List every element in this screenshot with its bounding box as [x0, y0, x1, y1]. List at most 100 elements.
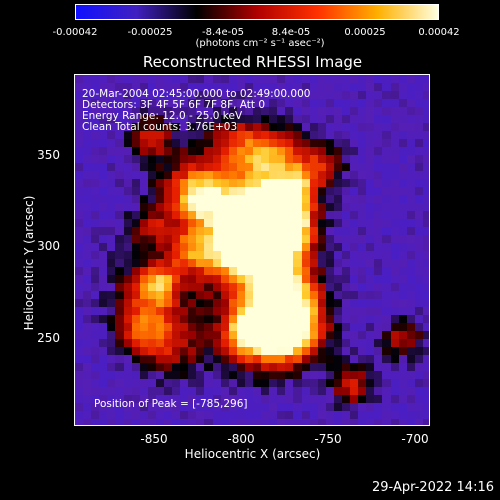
image-pixel — [398, 243, 407, 251]
image-pixel — [172, 355, 181, 363]
image-pixel — [107, 211, 116, 219]
image-pixel — [325, 75, 334, 83]
image-pixel — [301, 195, 310, 203]
image-pixel — [180, 299, 189, 307]
image-pixel — [107, 91, 116, 99]
image-pixel — [398, 131, 407, 139]
image-pixel — [99, 227, 108, 235]
image-pixel — [147, 195, 156, 203]
image-pixel — [212, 107, 221, 115]
image-pixel — [414, 379, 423, 387]
image-pixel — [244, 403, 253, 411]
image-pixel — [107, 363, 116, 371]
image-pixel — [244, 275, 253, 283]
image-pixel — [228, 91, 237, 99]
image-pixel — [180, 411, 189, 419]
image-pixel — [196, 83, 205, 91]
image-pixel — [163, 291, 173, 299]
image-pixel — [317, 411, 326, 419]
image-pixel — [252, 163, 262, 171]
image-pixel — [83, 235, 92, 243]
image-pixel — [188, 283, 197, 291]
image-pixel — [382, 379, 391, 387]
image-pixel — [414, 75, 423, 83]
image-pixel — [107, 403, 116, 411]
image-pixel — [269, 203, 278, 211]
image-pixel — [414, 355, 423, 363]
image-pixel — [414, 195, 423, 203]
image-pixel — [107, 283, 116, 291]
image-pixel — [155, 123, 164, 131]
image-pixel — [301, 395, 310, 403]
image-pixel — [269, 363, 278, 371]
image-pixel — [115, 283, 124, 291]
image-pixel — [196, 291, 205, 299]
image-pixel — [91, 283, 100, 291]
image-pixel — [212, 323, 221, 331]
image-pixel — [382, 83, 391, 91]
image-pixel — [172, 179, 181, 187]
image-pixel — [358, 283, 367, 291]
plot-title: Reconstructed RHESSI Image — [142, 53, 363, 71]
image-pixel — [390, 91, 399, 99]
image-pixel — [91, 203, 100, 211]
image-pixel — [350, 139, 359, 147]
image-pixel — [131, 99, 140, 107]
image-pixel — [398, 171, 407, 179]
image-pixel — [269, 411, 278, 419]
image-pixel — [75, 139, 84, 147]
image-pixel — [244, 179, 253, 187]
x-tick-label: -700 — [401, 432, 429, 446]
image-pixel — [91, 315, 100, 323]
image-pixel — [196, 187, 205, 195]
image-pixel — [236, 387, 245, 395]
image-pixel — [180, 251, 189, 259]
image-pixel — [277, 131, 286, 139]
image-pixel — [277, 339, 286, 347]
image-pixel — [309, 251, 318, 259]
image-pixel — [75, 147, 84, 155]
image-pixel — [244, 195, 253, 203]
image-pixel — [188, 323, 197, 331]
image-pixel — [269, 171, 278, 179]
image-pixel — [75, 371, 84, 379]
image-pixel — [277, 315, 286, 323]
image-pixel — [309, 195, 318, 203]
image-pixel — [269, 307, 278, 315]
image-pixel — [252, 315, 262, 323]
image-pixel — [317, 219, 326, 227]
image-pixel — [382, 75, 391, 83]
image-pixel — [244, 323, 253, 331]
image-pixel — [244, 227, 253, 235]
image-pixel — [374, 307, 383, 315]
image-pixel — [366, 251, 375, 259]
image-pixel — [244, 243, 253, 251]
image-pixel — [180, 75, 189, 83]
image-pixel — [317, 371, 326, 379]
image-pixel — [212, 371, 221, 379]
image-pixel — [277, 219, 286, 227]
image-pixel — [333, 355, 342, 363]
image-pixel — [285, 307, 294, 315]
image-pixel — [341, 379, 351, 387]
image-pixel — [333, 243, 342, 251]
image-pixel — [398, 363, 407, 371]
image-pixel — [341, 291, 351, 299]
image-pixel — [139, 163, 148, 171]
image-pixel — [83, 219, 92, 227]
image-pixel — [139, 275, 148, 283]
image-pixel — [91, 179, 100, 187]
image-pixel — [358, 235, 367, 243]
image-pixel — [107, 155, 116, 163]
image-pixel — [341, 155, 351, 163]
image-pixel — [350, 155, 359, 163]
image-pixel — [406, 379, 415, 387]
image-pixel — [115, 75, 124, 83]
image-pixel — [252, 155, 262, 163]
image-pixel — [261, 227, 270, 235]
image-pixel — [139, 243, 148, 251]
image-pixel — [91, 171, 100, 179]
image-pixel — [115, 307, 124, 315]
image-pixel — [123, 387, 132, 395]
image-pixel — [269, 379, 278, 387]
